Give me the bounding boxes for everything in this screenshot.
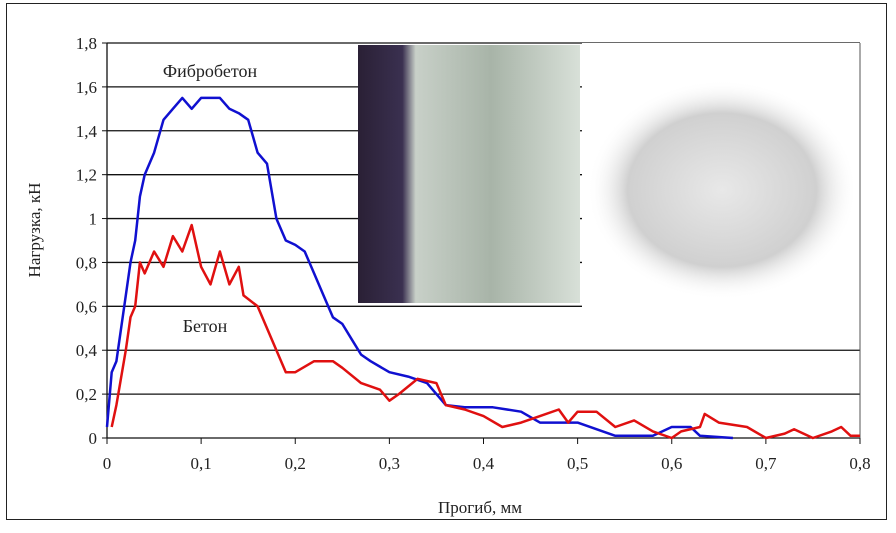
x-tick-label: 0,2 [285, 454, 306, 473]
y-tick-label: 1,8 [76, 34, 97, 53]
annotation-beton: Бетон [183, 316, 228, 336]
x-tick-label: 0,7 [755, 454, 777, 473]
x-tick-label: 0,1 [191, 454, 212, 473]
polypropylene-fiber-photo [587, 80, 857, 300]
x-tick-label: 0,3 [379, 454, 400, 473]
series-line-fibrobeton [105, 96, 733, 440]
y-tick-label: 0,8 [76, 253, 97, 272]
annotation-fibrobeton: Фибробетон [163, 61, 258, 81]
axes: 0 0,2 0,4 0,6 0,8 1 1,2 1,4 1,6 1,8 0 0,1 0,2 0,3 0,4 0… [76, 34, 871, 473]
x-tick-label: 0 [103, 454, 112, 473]
x-tick-label: 0,5 [567, 454, 588, 473]
y-axis-label: Нагрузка, кН [25, 183, 44, 278]
x-axis-label: Прогиб, мм [438, 498, 522, 517]
y-tick-label: 1,4 [76, 122, 98, 141]
x-tick-label: 0,4 [473, 454, 495, 473]
x-tick-label: 0,6 [661, 454, 682, 473]
y-tick-label: 0,4 [76, 341, 98, 360]
series-line-beton [110, 223, 860, 440]
y-tick-label: 0 [89, 429, 98, 448]
chart-frame [6, 3, 887, 520]
y-tick-label: 0,6 [76, 297, 97, 316]
y-tick-label: 1 [89, 210, 98, 229]
y-tick-label: 0,2 [76, 385, 97, 404]
y-tick-label: 1,2 [76, 166, 97, 185]
y-tick-label: 1,6 [76, 78, 97, 97]
fiber-concrete-photo [358, 45, 580, 303]
x-tick-label: 0,8 [849, 454, 870, 473]
